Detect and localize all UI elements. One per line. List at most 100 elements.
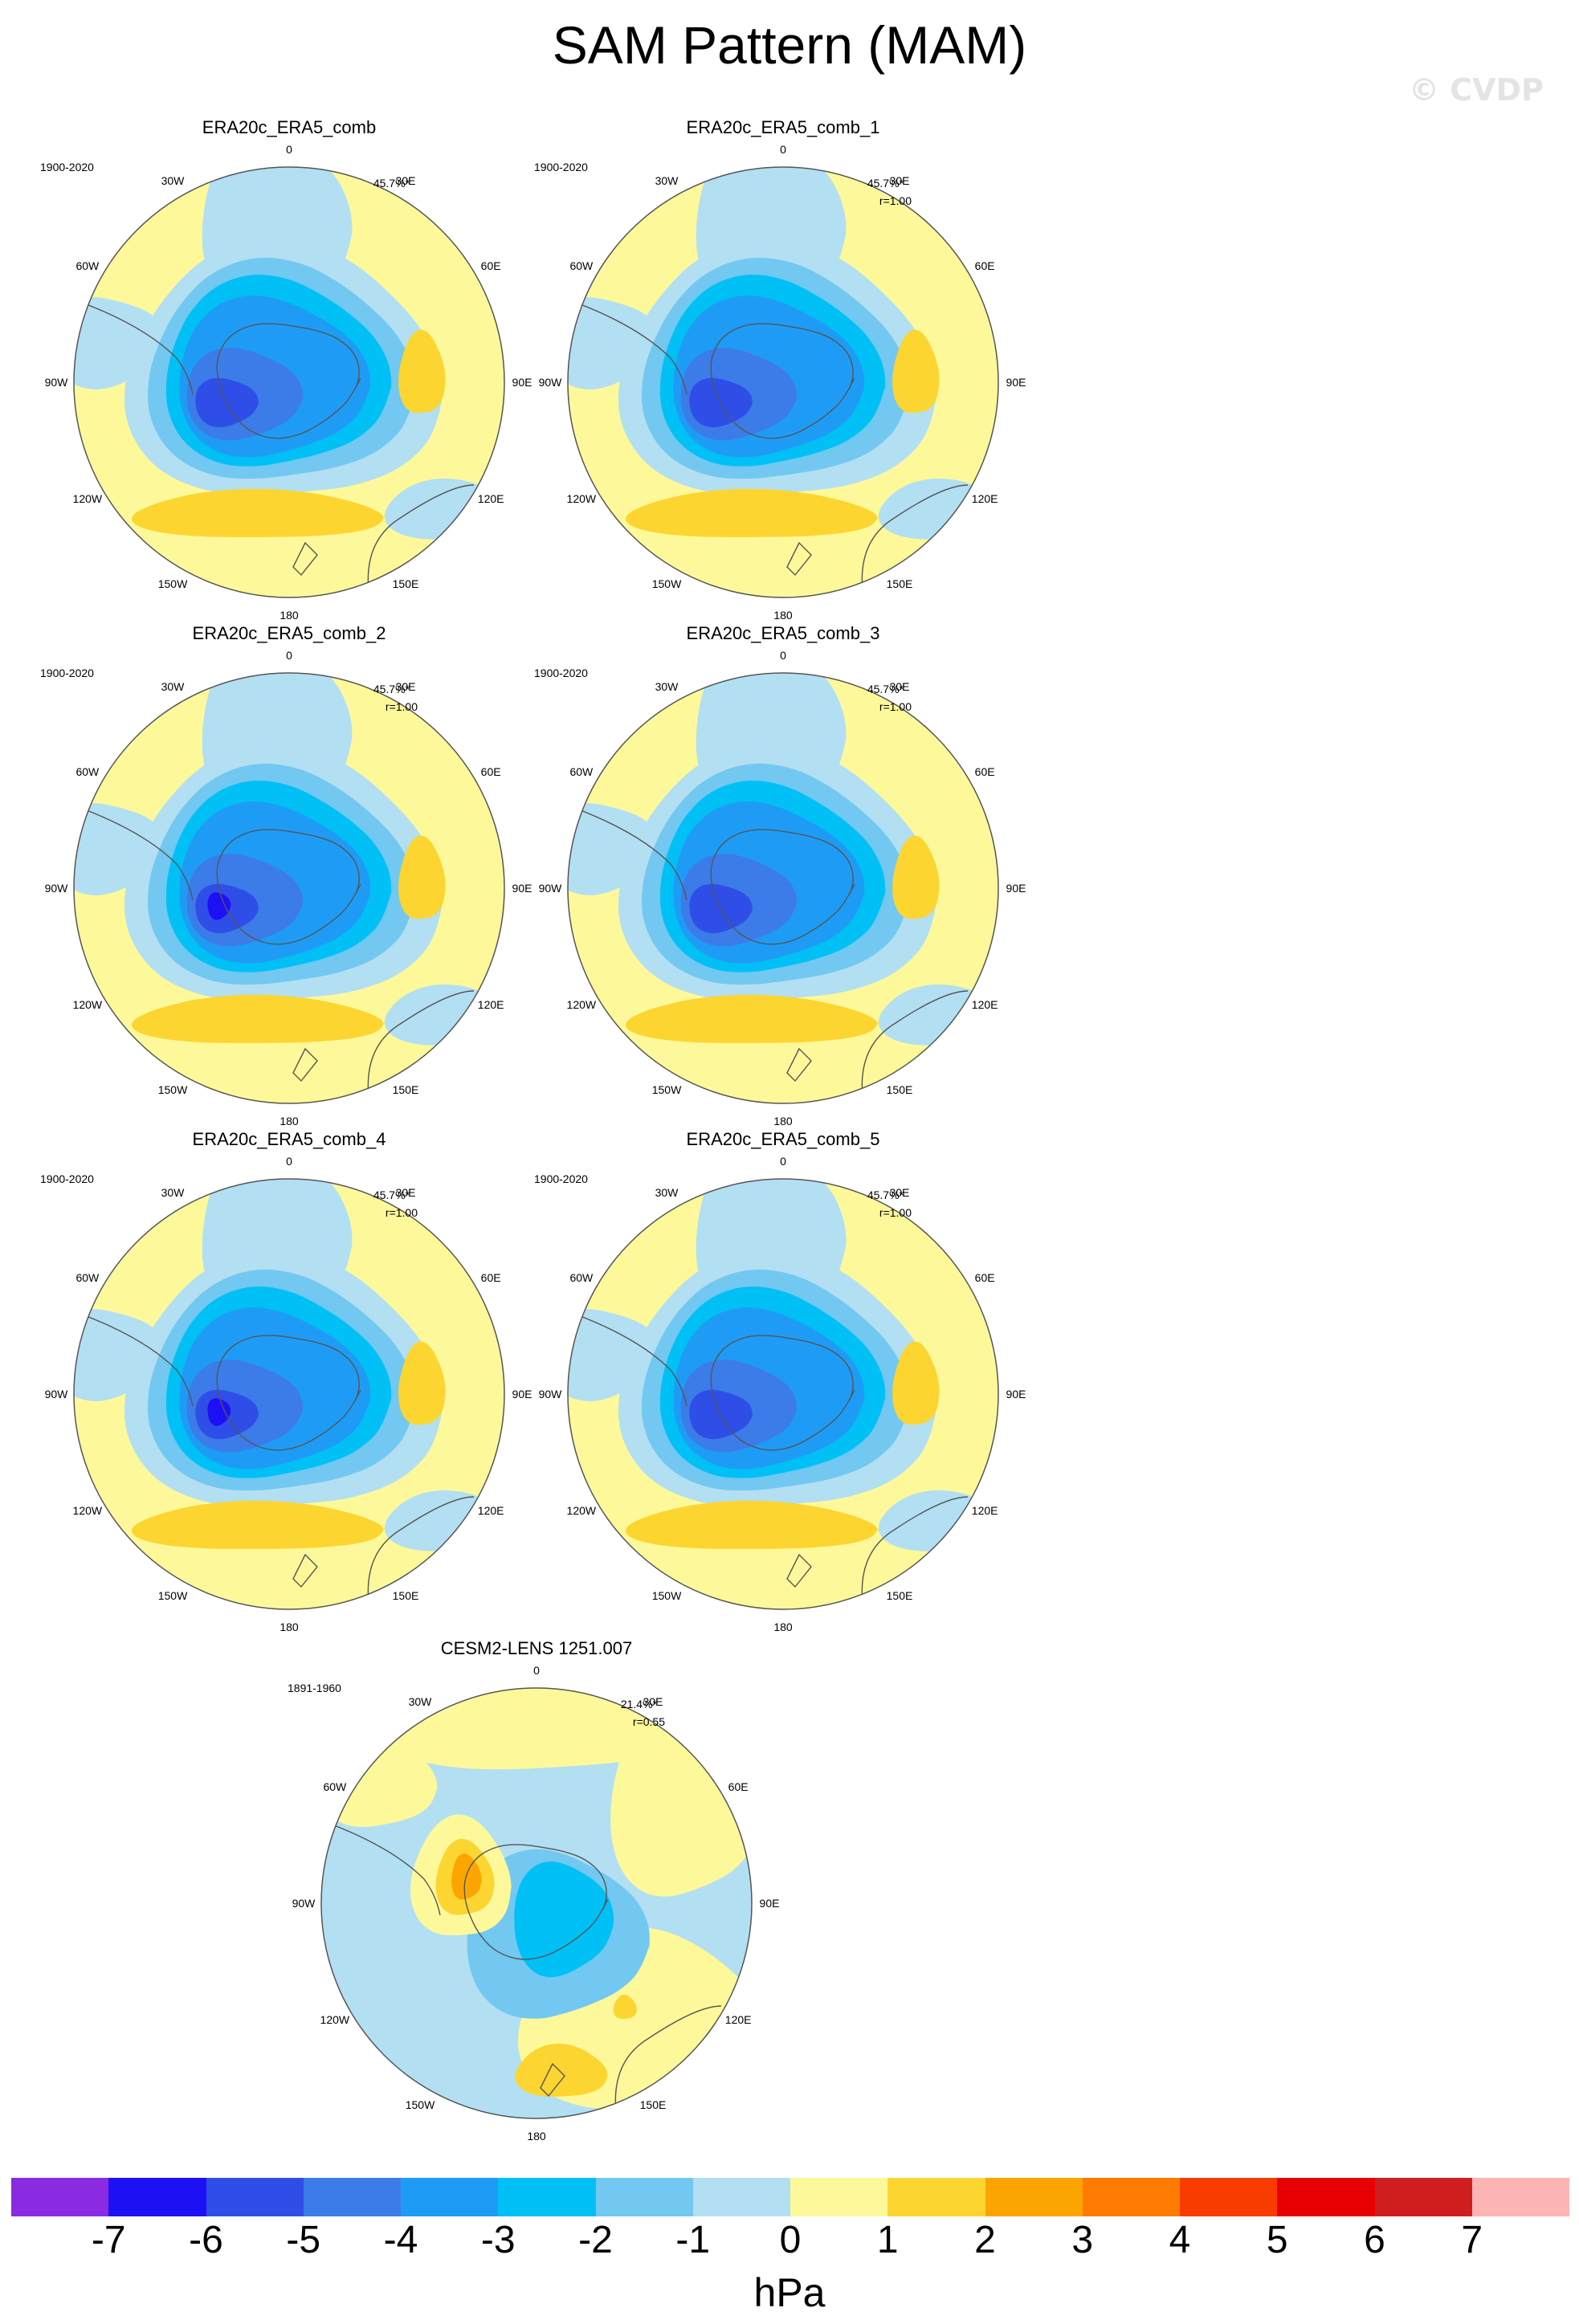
longitude-label: 180 <box>279 609 299 622</box>
longitude-label: 180 <box>279 1115 299 1127</box>
colorbar-swatch <box>985 2178 1083 2216</box>
longitude-label: 60E <box>974 1271 995 1284</box>
longitude-label: 30E <box>395 1185 416 1199</box>
colorbar-swatch <box>1374 2178 1472 2216</box>
longitude-label: 60W <box>323 1780 347 1793</box>
longitude-label: 60W <box>569 1271 594 1284</box>
map-panel: ERA20c_ERA5_comb_5 1900-2020 45.7%* r=1.00 0… <box>534 1129 1144 1633</box>
colorbar-tick-label: 1 <box>876 2219 899 2261</box>
longitude-label: 90E <box>512 1388 532 1401</box>
longitude-label: 30W <box>161 679 185 693</box>
panel-variance-pct: 21.4%* <box>620 1698 657 1710</box>
longitude-label: 180 <box>773 1115 793 1127</box>
longitude-label: 0 <box>780 143 786 156</box>
map-panel: ERA20c_ERA5_comb_1 1900-2020 45.7%* r=1.00 0… <box>534 117 1144 622</box>
longitude-label: 90W <box>292 1897 316 1910</box>
longitude-label: 60E <box>480 765 501 778</box>
longitude-label: 120W <box>320 2013 350 2026</box>
longitude-label: 90W <box>44 376 68 389</box>
map-panel: ERA20c_ERA5_comb_2 1900-2020 45.7%* r=1.00 0… <box>40 623 651 1127</box>
longitude-label: 0 <box>286 649 292 662</box>
panel-years: 1900-2020 <box>40 667 94 679</box>
longitude-label: 60E <box>974 765 995 778</box>
longitude-label: 120E <box>971 492 998 505</box>
longitude-label: 180 <box>773 609 793 622</box>
longitude-label: 90E <box>759 1897 780 1910</box>
longitude-label: 60E <box>974 259 995 272</box>
colorbar-swatch <box>1180 2178 1278 2216</box>
longitude-label: 120W <box>72 998 103 1011</box>
longitude-label: 0 <box>780 1155 786 1168</box>
panel-variance-pct: 45.7%* <box>867 177 904 190</box>
longitude-label: 30E <box>395 173 416 187</box>
colorbar-tick-label: 7 <box>1461 2219 1483 2261</box>
panel-correlation: r=1.00 <box>879 194 912 207</box>
panel-correlation: r=1.00 <box>879 700 912 713</box>
longitude-label: 0 <box>286 1155 292 1168</box>
panel-correlation: r=1.00 <box>385 1206 418 1219</box>
map-panel: ERA20c_ERA5_comb_4 1900-2020 45.7%* r=1.00 0… <box>40 1129 651 1633</box>
colorbar-tick-label: -5 <box>286 2219 321 2261</box>
colorbar <box>11 2178 1569 2216</box>
longitude-label: 150W <box>157 1083 188 1097</box>
colorbar-tick-label: -1 <box>675 2219 711 2261</box>
longitude-label: 90E <box>512 376 532 389</box>
longitude-label: 30W <box>655 1185 679 1199</box>
longitude-label: 120W <box>566 1504 597 1517</box>
longitude-label: 150E <box>639 2098 667 2112</box>
longitude-label: 30E <box>889 173 910 187</box>
panel-title: ERA20c_ERA5_comb_4 <box>192 1129 386 1149</box>
longitude-label: 120E <box>477 998 504 1011</box>
panel-correlation: r=0.55 <box>632 1715 665 1728</box>
map-panel: ERA20c_ERA5_comb 1900-2020 45.7%* 0 30E 60E 90… <box>40 117 651 622</box>
longitude-label: 90E <box>1006 376 1026 389</box>
longitude-label: 30W <box>161 1185 185 1199</box>
longitude-label: 0 <box>533 1664 540 1677</box>
panel-correlation: r=1.00 <box>385 700 418 713</box>
longitude-label: 150E <box>886 1589 913 1603</box>
longitude-label: 90W <box>538 882 562 895</box>
colorbar-swatch <box>1471 2178 1569 2216</box>
longitude-label: 0 <box>286 143 292 156</box>
panel-years: 1900-2020 <box>534 1172 588 1185</box>
colorbar-tick-label: 3 <box>1071 2219 1094 2261</box>
longitude-label: 90E <box>1006 1388 1026 1401</box>
longitude-label: 60E <box>480 1271 501 1284</box>
longitude-label: 150W <box>405 2098 435 2112</box>
longitude-label: 30E <box>889 679 910 693</box>
colorbar-swatch <box>790 2178 888 2216</box>
longitude-label: 150W <box>651 1083 682 1097</box>
longitude-label: 120W <box>566 998 597 1011</box>
colorbar-ticks: -7 -6 -5 -4 -3 -2 -1 0 1 2 3 4 5 6 7 <box>11 2218 1569 2266</box>
panel-title: ERA20c_ERA5_comb <box>202 117 377 137</box>
colorbar-tick-label: -6 <box>189 2219 223 2261</box>
colorbar-swatch <box>108 2178 206 2216</box>
panel-years: 1891-1960 <box>288 1682 341 1694</box>
longitude-label: 90E <box>512 882 532 895</box>
longitude-label: 180 <box>279 1621 299 1633</box>
colorbar-tick-label: -2 <box>578 2219 613 2261</box>
polar-map <box>567 1178 999 1610</box>
longitude-label: 30W <box>161 173 185 187</box>
panel-title: ERA20c_ERA5_comb_5 <box>686 1129 880 1149</box>
longitude-label: 150E <box>392 1589 419 1603</box>
polar-map <box>567 166 999 598</box>
longitude-label: 120W <box>72 1504 103 1517</box>
longitude-label: 30W <box>655 679 679 693</box>
colorbar-tick-label: -4 <box>383 2219 418 2261</box>
panel-years: 1900-2020 <box>534 667 588 679</box>
colorbar-swatch <box>498 2178 596 2216</box>
colorbar-unit: hPa <box>753 2270 826 2315</box>
panel-title: ERA20c_ERA5_comb_3 <box>686 623 880 643</box>
longitude-label: 60W <box>569 259 594 272</box>
longitude-label: 120E <box>477 492 504 505</box>
panel-years: 1900-2020 <box>534 161 588 173</box>
colorbar-swatch <box>11 2178 109 2216</box>
panel-title: CESM2-LENS 1251.007 <box>440 1638 633 1658</box>
panel-correlation: r=1.00 <box>879 1206 912 1219</box>
longitude-label: 90W <box>538 376 562 389</box>
longitude-label: 180 <box>527 2130 546 2143</box>
panel-variance-pct: 45.7%* <box>867 683 904 695</box>
longitude-label: 30W <box>655 173 679 187</box>
longitude-label: 120E <box>971 1504 998 1517</box>
